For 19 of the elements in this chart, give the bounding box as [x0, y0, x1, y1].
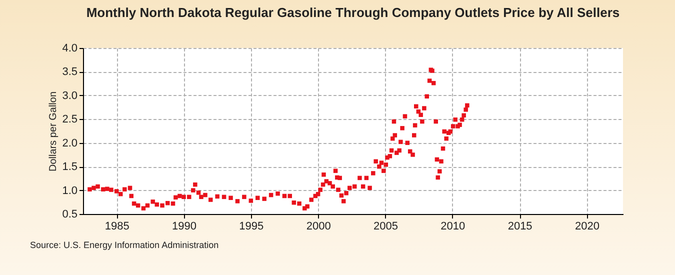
y-tick-label: 2.5 [62, 114, 78, 126]
x-tick-label: 2000 [306, 220, 331, 232]
x-tick-label: 2005 [373, 220, 398, 232]
source-note: Source: U.S. Energy Information Administration [30, 240, 219, 250]
y-tick-label: 1.5 [62, 161, 78, 174]
y-axis-title: Dollars per Gallon [48, 91, 60, 172]
x-tick-label: 1990 [172, 220, 196, 232]
y-tick-label: 0.5 [62, 208, 78, 220]
chart-title: Monthly North Dakota Regular Gasoline Through Company Outlets Price by All Sellers [86, 5, 620, 20]
x-tick-label: 1995 [239, 220, 264, 232]
y-tick-label: 2.0 [62, 137, 78, 150]
y-tick-label: 1.0 [62, 184, 78, 197]
y-tick-label: 3.0 [62, 90, 78, 102]
x-tick-label: 2010 [440, 220, 466, 232]
x-tick-label: 2015 [508, 220, 532, 232]
y-tick-label: 3.5 [62, 66, 78, 78]
x-tick-label: 1985 [104, 220, 130, 232]
x-tick-label: 2020 [574, 220, 600, 232]
y-tick-label: 4.0 [62, 42, 78, 54]
